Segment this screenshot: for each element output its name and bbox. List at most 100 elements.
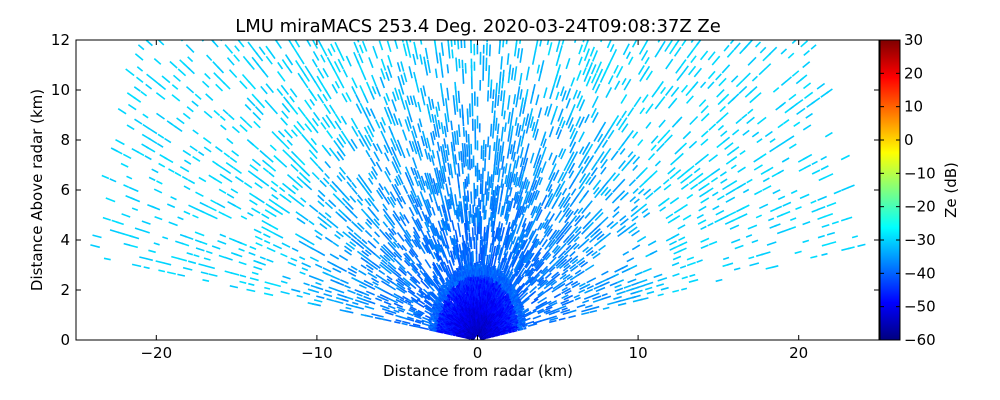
range-gate (364, 134, 372, 147)
range-gate (153, 57, 162, 65)
range-gate (734, 244, 744, 250)
range-gate (394, 183, 402, 196)
range-gate (353, 41, 360, 54)
range-gate (781, 157, 790, 163)
range-gate (322, 67, 329, 78)
range-gate (383, 254, 391, 262)
range-gate (202, 137, 212, 145)
range-gate (547, 224, 554, 232)
range-gate (499, 145, 502, 155)
range-gate (248, 81, 257, 90)
range-gate (447, 162, 451, 176)
range-gate (571, 215, 578, 222)
range-gate (561, 302, 568, 307)
range-gate (388, 249, 397, 258)
range-gate (533, 238, 540, 248)
range-gate (228, 69, 238, 79)
range-gate (338, 254, 349, 262)
range-gate (490, 182, 494, 195)
range-gate (291, 184, 299, 191)
range-gate (762, 52, 771, 62)
range-gate (584, 288, 594, 294)
range-gate (623, 284, 632, 289)
range-gate (433, 274, 442, 286)
range-gate (484, 280, 488, 285)
range-gate (516, 282, 525, 293)
range-gate (491, 230, 496, 246)
range-gate (600, 158, 608, 169)
range-gate (493, 110, 496, 123)
range-gate (404, 99, 411, 114)
range-gate (203, 146, 212, 153)
range-gate (386, 250, 394, 259)
range-gate (680, 142, 688, 150)
range-gate (243, 182, 253, 189)
range-gate (351, 181, 357, 189)
range-gate (391, 99, 398, 112)
range-gate (794, 250, 802, 255)
range-gate (755, 41, 762, 48)
range-gate (297, 72, 304, 81)
range-gate (320, 54, 326, 63)
range-gate (128, 186, 139, 193)
range-gate (578, 116, 585, 128)
range-gate (261, 213, 270, 220)
range-gate (458, 58, 461, 69)
range-gate (496, 227, 501, 240)
range-gate (594, 223, 602, 230)
range-gate (383, 144, 389, 154)
range-gate (578, 282, 586, 288)
range-gate (804, 164, 812, 169)
range-gate (464, 218, 468, 231)
range-gate (467, 242, 470, 252)
range-gate (524, 317, 531, 322)
range-gate (581, 311, 590, 316)
range-gate (179, 166, 190, 173)
range-gate (563, 192, 571, 203)
range-gate (664, 85, 674, 96)
range-gate (462, 181, 466, 193)
range-gate (317, 40, 323, 47)
range-gate (659, 96, 666, 104)
range-gate (613, 205, 620, 213)
range-gate (434, 114, 438, 128)
range-gate (366, 218, 373, 226)
range-gate (321, 144, 328, 152)
range-gate (534, 176, 541, 190)
range-gate (213, 72, 220, 79)
range-gate (369, 157, 376, 167)
range-gate (678, 241, 688, 247)
range-gate (557, 171, 565, 184)
range-gate (351, 187, 358, 195)
range-gate (392, 156, 399, 168)
range-gate (467, 254, 471, 266)
range-gate (553, 307, 560, 312)
range-gate (694, 158, 703, 166)
range-gate (708, 123, 717, 131)
range-gate (418, 263, 427, 273)
range-gate (791, 40, 798, 44)
range-gate (541, 268, 549, 275)
range-gate (410, 166, 415, 176)
range-gate (730, 75, 739, 83)
range-gate (555, 74, 562, 89)
range-gate (631, 282, 639, 287)
range-gate (366, 268, 374, 274)
range-gate (397, 118, 403, 127)
range-gate (389, 191, 397, 202)
range-gate (563, 257, 573, 266)
range-gate (384, 139, 390, 149)
range-gate (210, 40, 216, 44)
range-gate (494, 186, 497, 197)
range-gate (570, 77, 576, 87)
range-gate (234, 45, 240, 52)
range-gate (361, 40, 368, 52)
range-gate (203, 110, 213, 119)
range-gate (520, 233, 526, 244)
range-gate (487, 191, 490, 201)
range-gate (530, 298, 539, 305)
range-gate (395, 192, 403, 203)
range-gate (489, 174, 493, 188)
range-gate (606, 58, 613, 70)
